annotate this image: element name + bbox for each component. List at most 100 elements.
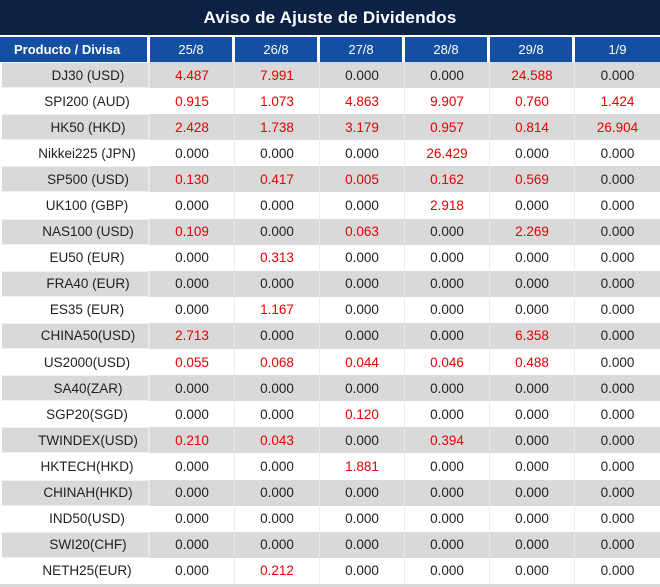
column-header-date-3: 27/8: [320, 37, 405, 62]
value-cell: 0.000: [235, 479, 320, 506]
value-cell: 0.394: [405, 427, 490, 454]
value-cell: 2.918: [405, 192, 490, 219]
value-cell: 0.000: [320, 244, 405, 271]
value-cell: 0.000: [575, 296, 660, 323]
value-cell: 9.907: [405, 88, 490, 115]
value-cell: 0.000: [575, 166, 660, 193]
value-cell: 0.000: [150, 296, 235, 323]
value-cell: 0.000: [235, 192, 320, 219]
value-cell: 0.109: [150, 218, 235, 245]
value-cell: 6.358: [490, 322, 575, 350]
value-cell: 0.000: [490, 401, 575, 428]
value-cell: 0.000: [405, 322, 490, 350]
value-cell: 0.000: [150, 401, 235, 428]
value-cell: 0.000: [235, 531, 320, 558]
value-cell: 0.000: [575, 401, 660, 428]
column-header-date-6: 1/9: [575, 37, 660, 62]
value-cell: 26.904: [575, 114, 660, 141]
value-cell: 0.000: [405, 218, 490, 245]
value-cell: 0.000: [575, 322, 660, 350]
table-row: Nikkei225 (JPN) 0.000 0.000 0.000 26.429 0.00…: [0, 140, 660, 167]
value-cell: 1.424: [575, 88, 660, 115]
value-cell: 0.000: [150, 557, 235, 584]
value-cell: 0.000: [575, 62, 660, 89]
value-cell: 0.000: [320, 296, 405, 323]
product-cell: DJ30 (USD): [0, 62, 150, 89]
product-cell: FRA40 (EUR): [0, 270, 150, 297]
value-cell: 7.991: [235, 62, 320, 89]
value-cell: 0.000: [490, 270, 575, 297]
table-row: SA40(ZAR) 0.000 0.000 0.000 0.000 0.000 0.000: [0, 375, 660, 402]
value-cell: 0.000: [405, 453, 490, 480]
value-cell: 0.915: [150, 88, 235, 115]
value-cell: 0.210: [150, 427, 235, 454]
value-cell: 2.269: [490, 218, 575, 245]
product-cell: CHINAH(HKD): [0, 479, 150, 506]
value-cell: 0.000: [150, 375, 235, 402]
table-row: CHINA50(USD) 2.713 0.000 0.000 0.000 6.358 0.0…: [0, 322, 660, 350]
value-cell: 0.000: [320, 62, 405, 89]
value-cell: 0.120: [320, 401, 405, 428]
value-cell: 0.000: [320, 140, 405, 167]
header-row: Producto / Divisa 25/8 26/8 27/8 28/8 29…: [0, 37, 660, 62]
value-cell: 24.588: [490, 62, 575, 89]
table-row: SGP20(SGD) 0.000 0.000 0.120 0.000 0.000 0.000: [0, 401, 660, 428]
value-cell: 0.760: [490, 88, 575, 115]
value-cell: 0.000: [490, 505, 575, 532]
value-cell: 0.000: [490, 296, 575, 323]
value-cell: 0.569: [490, 166, 575, 193]
table-row: FRA40 (EUR) 0.000 0.000 0.000 0.000 0.000 0.00…: [0, 270, 660, 297]
table-title: Aviso de Ajuste de Dividendos: [0, 0, 660, 37]
value-cell: 0.000: [150, 479, 235, 506]
table-row: EU50 (EUR) 0.000 0.313 0.000 0.000 0.000 0.000: [0, 244, 660, 271]
value-cell: 1.167: [235, 296, 320, 323]
table-row: US2000(USD) 0.055 0.068 0.044 0.046 0.488 0.00…: [0, 349, 660, 376]
value-cell: 0.000: [235, 140, 320, 167]
table-row: UK100 (GBP) 0.000 0.000 0.000 2.918 0.000 0.00…: [0, 192, 660, 219]
value-cell: 0.000: [490, 244, 575, 271]
dividends-table: Producto / Divisa 25/8 26/8 27/8 28/8 29…: [0, 37, 660, 584]
value-cell: 0.044: [320, 349, 405, 376]
table-row: TWINDEX(USD) 0.210 0.043 0.000 0.394 0.000 0.0…: [0, 427, 660, 454]
value-cell: 0.814: [490, 114, 575, 141]
value-cell: 0.000: [575, 531, 660, 558]
product-cell: NETH25(EUR): [0, 557, 150, 584]
value-cell: 0.000: [150, 531, 235, 558]
product-cell: HKTECH(HKD): [0, 453, 150, 480]
value-cell: 0.000: [405, 505, 490, 532]
value-cell: 0.000: [575, 505, 660, 532]
product-cell: CHINA50(USD): [0, 322, 150, 350]
value-cell: 0.000: [490, 557, 575, 584]
value-cell: 0.000: [320, 192, 405, 219]
value-cell: 0.000: [575, 218, 660, 245]
value-cell: 0.000: [405, 244, 490, 271]
value-cell: 0.000: [235, 270, 320, 297]
table-row: DJ30 (USD) 4.487 7.991 0.000 0.000 24.588 0.00…: [0, 62, 660, 89]
value-cell: 0.000: [575, 453, 660, 480]
value-cell: 0.488: [490, 349, 575, 376]
table-row: CHINAH(HKD) 0.000 0.000 0.000 0.000 0.000 0.00…: [0, 479, 660, 506]
value-cell: 0.000: [490, 531, 575, 558]
value-cell: 0.000: [235, 505, 320, 532]
value-cell: 0.000: [150, 453, 235, 480]
value-cell: 0.000: [150, 192, 235, 219]
value-cell: 2.428: [150, 114, 235, 141]
value-cell: 0.000: [235, 453, 320, 480]
value-cell: 0.043: [235, 427, 320, 454]
product-cell: Nikkei225 (JPN): [0, 140, 150, 167]
value-cell: 0.000: [490, 375, 575, 402]
value-cell: 0.005: [320, 166, 405, 193]
value-cell: 0.000: [320, 322, 405, 350]
value-cell: 0.000: [235, 322, 320, 350]
value-cell: 0.957: [405, 114, 490, 141]
value-cell: 4.863: [320, 88, 405, 115]
value-cell: 2.713: [150, 322, 235, 350]
product-cell: ES35 (EUR): [0, 296, 150, 323]
value-cell: 0.000: [235, 401, 320, 428]
value-cell: 0.000: [320, 375, 405, 402]
value-cell: 0.000: [150, 505, 235, 532]
product-cell: SA40(ZAR): [0, 375, 150, 402]
value-cell: 0.000: [575, 244, 660, 271]
value-cell: 0.000: [150, 140, 235, 167]
